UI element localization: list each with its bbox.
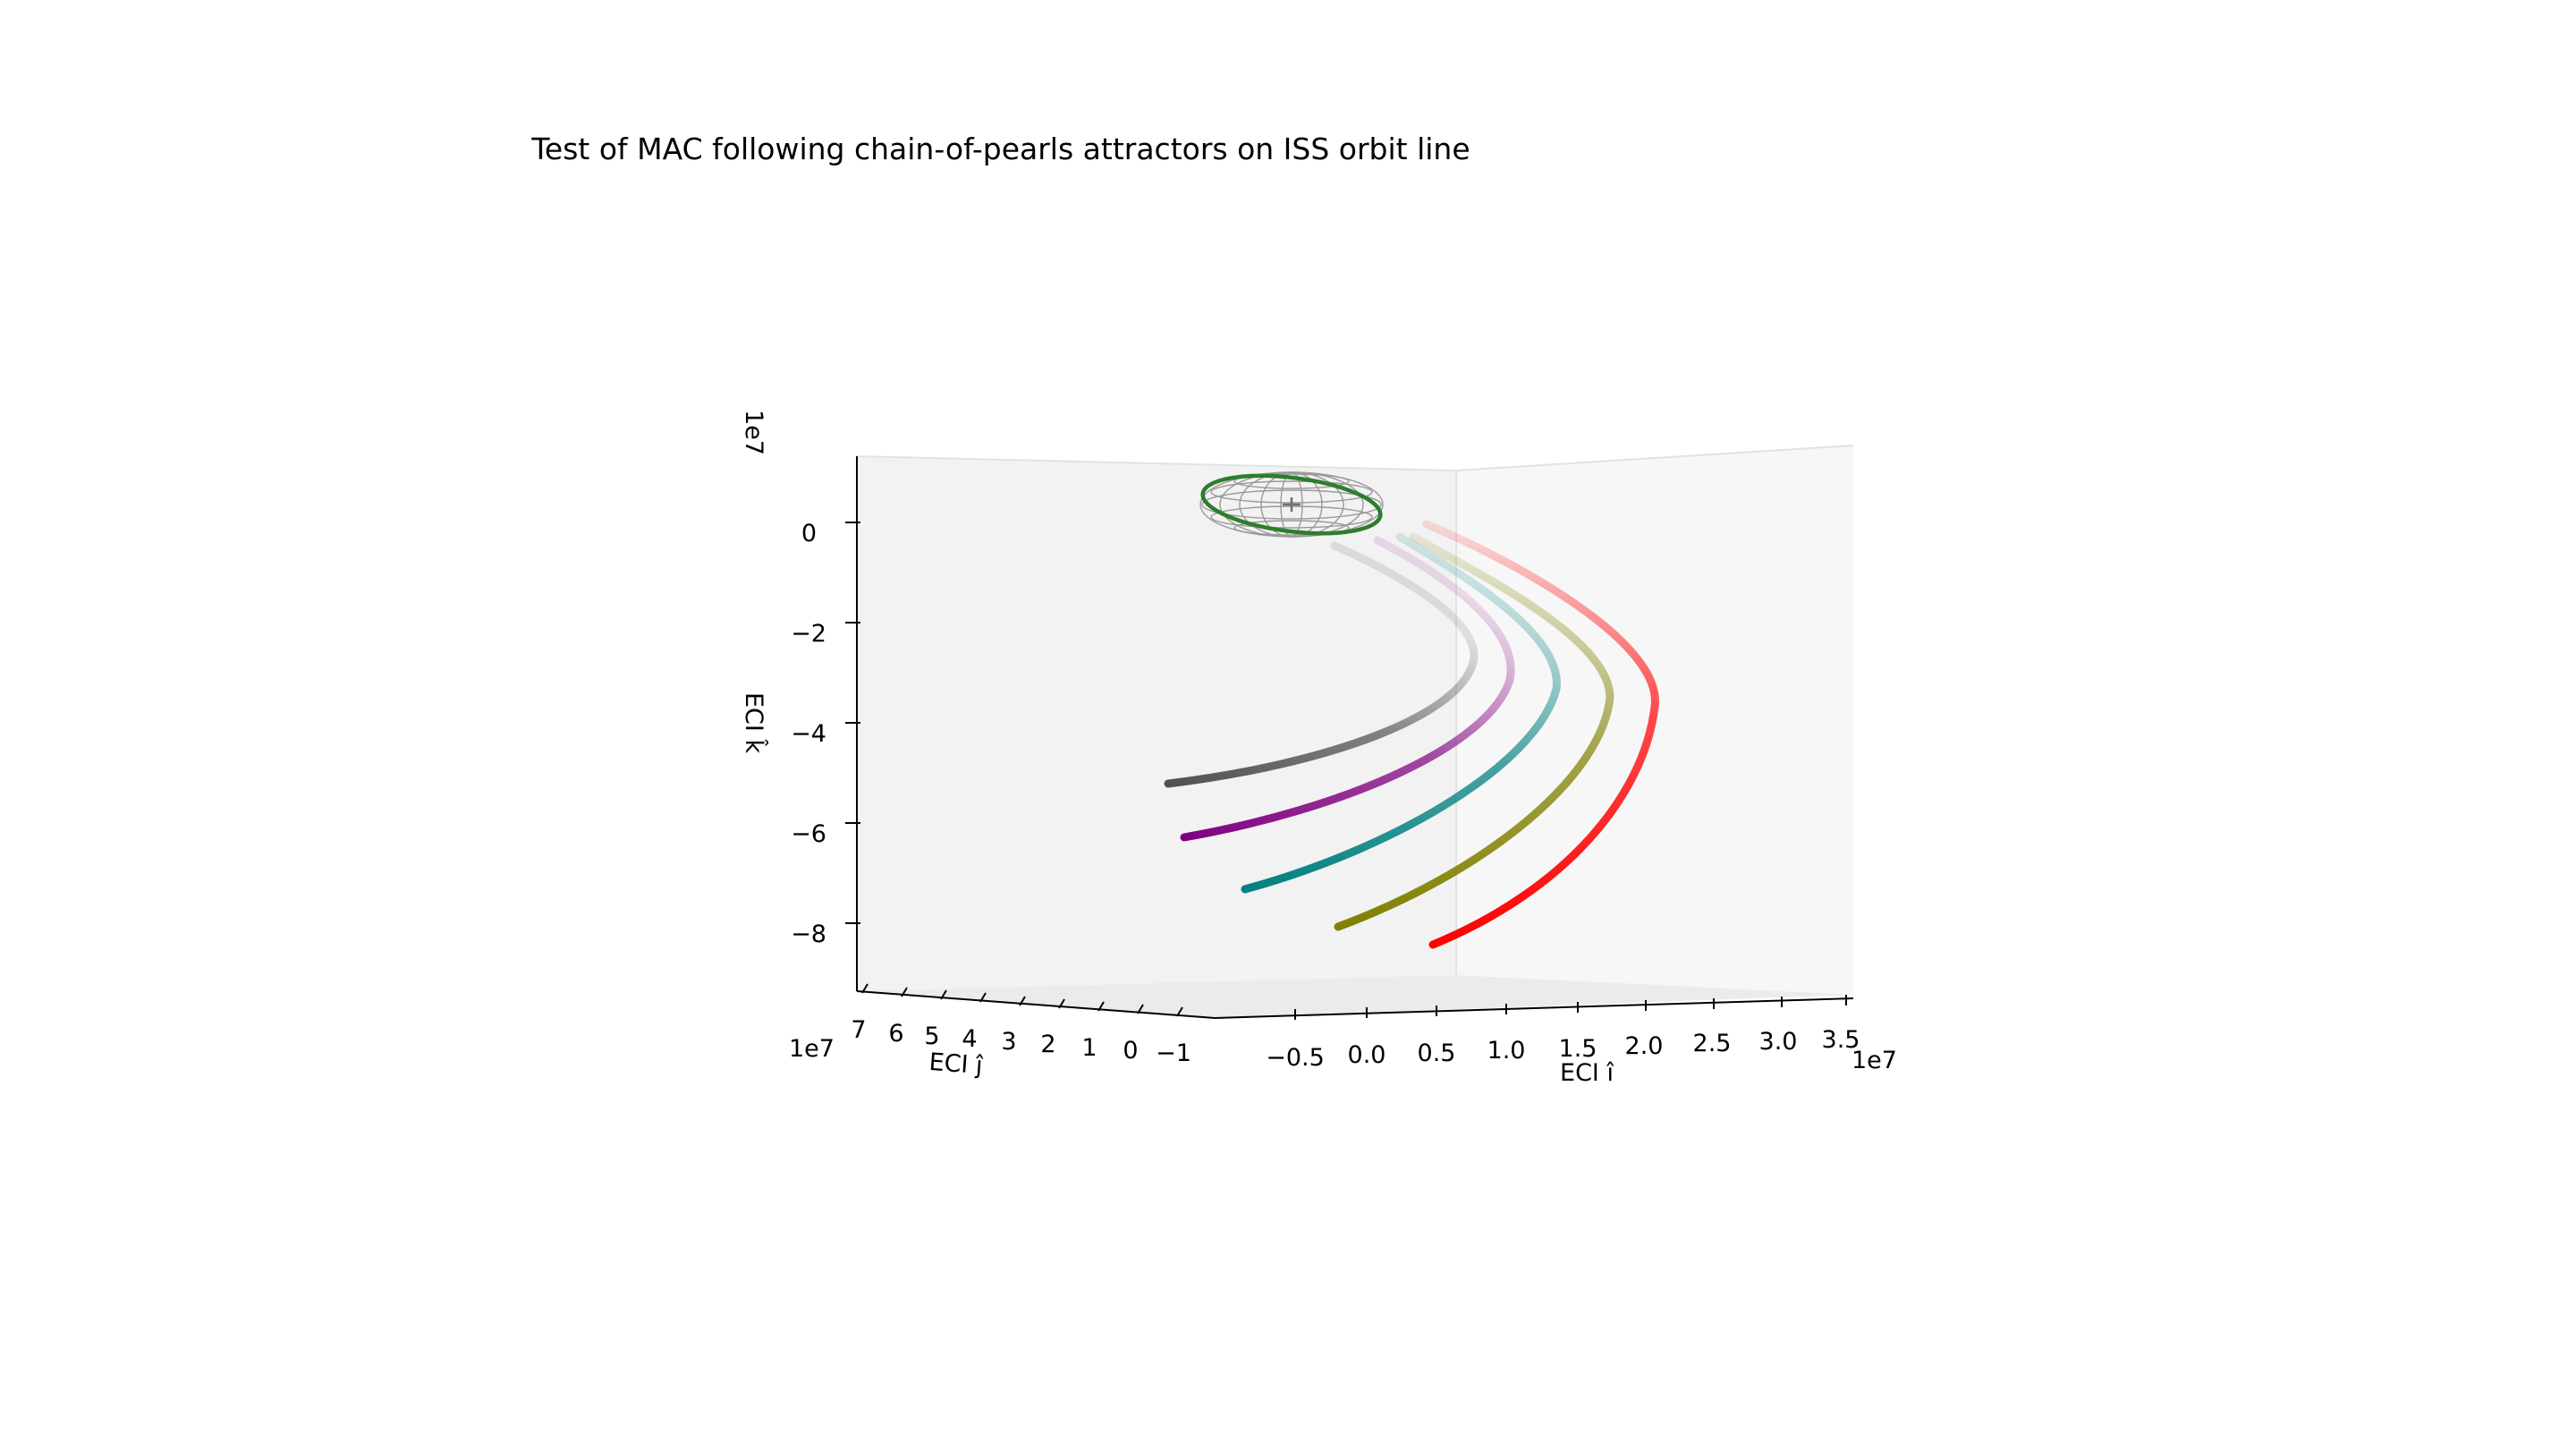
y-tick-label: 5 xyxy=(924,1022,939,1050)
series-teal-trajectory xyxy=(1241,532,1561,894)
y-tick-mark xyxy=(940,989,947,1000)
x-tick-label: 1.0 xyxy=(1487,1037,1526,1065)
pane-edge-top-right xyxy=(1455,445,1854,471)
y-axis-ticks xyxy=(861,983,1183,1017)
z-tick-label: −8 xyxy=(791,921,826,948)
series-red-trajectory xyxy=(1422,520,1659,949)
y-tick-mark xyxy=(1137,1004,1144,1014)
y-offset-label: 1e7 xyxy=(789,1035,835,1063)
y-tick-mark xyxy=(1176,1006,1183,1017)
z-tick-label: −2 xyxy=(791,620,826,648)
trajectory-series xyxy=(1164,520,1659,949)
earth-meridian-line xyxy=(1219,471,1364,538)
x-tick-labels: −0.5 0.0 0.5 1.0 1.5 2.0 2.5 3.0 3.5 xyxy=(1266,1026,1860,1072)
y-tick-mark xyxy=(901,987,908,997)
y-tick-mark xyxy=(1058,998,1065,1009)
iss-orbit-line xyxy=(1200,473,1383,536)
earth-latitude-line xyxy=(1233,473,1350,489)
chart-title: Test of MAC following chain-of-pearls at… xyxy=(530,132,1470,166)
x-axis-label: ECI î xyxy=(1560,1059,1614,1087)
series-purple-trajectory xyxy=(1180,536,1515,842)
y-tick-label: 7 xyxy=(851,1016,866,1044)
y-tick-labels: 7 6 5 4 3 2 1 0 −1 xyxy=(851,1016,1191,1067)
x-tick-label: 0.5 xyxy=(1418,1039,1456,1067)
x-tick-label: −0.5 xyxy=(1266,1044,1325,1072)
z-offset-label: 1e7 xyxy=(740,410,767,455)
earth-latitude-line xyxy=(1201,489,1382,520)
z-tick-labels: 0 −2 −4 −6 −8 xyxy=(791,520,826,948)
y-axis-line xyxy=(856,990,1216,1019)
z-tick-label: −6 xyxy=(791,820,826,848)
z-axis-ticks xyxy=(845,522,860,924)
y-tick-label: 1 xyxy=(1081,1034,1097,1062)
y-tick-label: 2 xyxy=(1040,1031,1055,1058)
x-tick-label: 3.5 xyxy=(1822,1026,1860,1054)
earth-wireframe xyxy=(1199,471,1384,538)
x-tick-label: 2.5 xyxy=(1693,1030,1732,1057)
pane-edge-top xyxy=(856,455,1457,471)
x-axis-line xyxy=(1214,997,1854,1019)
z-tick-label: −4 xyxy=(791,720,826,748)
z-axis-label: ECI k̂ xyxy=(740,692,768,753)
series-grey-trajectory xyxy=(1164,541,1479,788)
series-olive-trajectory xyxy=(1334,532,1614,931)
y-tick-label: −1 xyxy=(1156,1039,1191,1067)
y-tick-mark xyxy=(861,983,869,994)
x-tick-label: 1.5 xyxy=(1559,1035,1597,1063)
x-tick-label: 0.0 xyxy=(1348,1041,1386,1069)
x-axis-ticks xyxy=(1294,995,1847,1020)
y-tick-label: 6 xyxy=(888,1020,903,1048)
y-tick-mark xyxy=(1097,1001,1105,1012)
x-offset-label: 1e7 xyxy=(1852,1047,1897,1074)
y-tick-mark xyxy=(1019,996,1026,1006)
y-tick-label: 4 xyxy=(962,1025,977,1053)
z-tick-label: 0 xyxy=(801,520,817,547)
floor-pane xyxy=(857,975,1853,1018)
earth-latitude-line xyxy=(1233,520,1350,536)
y-tick-label: 3 xyxy=(1001,1028,1016,1056)
x-tick-label: 2.0 xyxy=(1625,1032,1664,1060)
y-tick-mark xyxy=(979,992,987,1003)
back-pane xyxy=(857,456,1456,991)
x-tick-label: 3.0 xyxy=(1759,1028,1798,1056)
y-axis-label: ECI ĵ xyxy=(928,1048,984,1080)
y-tick-label: 0 xyxy=(1123,1037,1138,1065)
